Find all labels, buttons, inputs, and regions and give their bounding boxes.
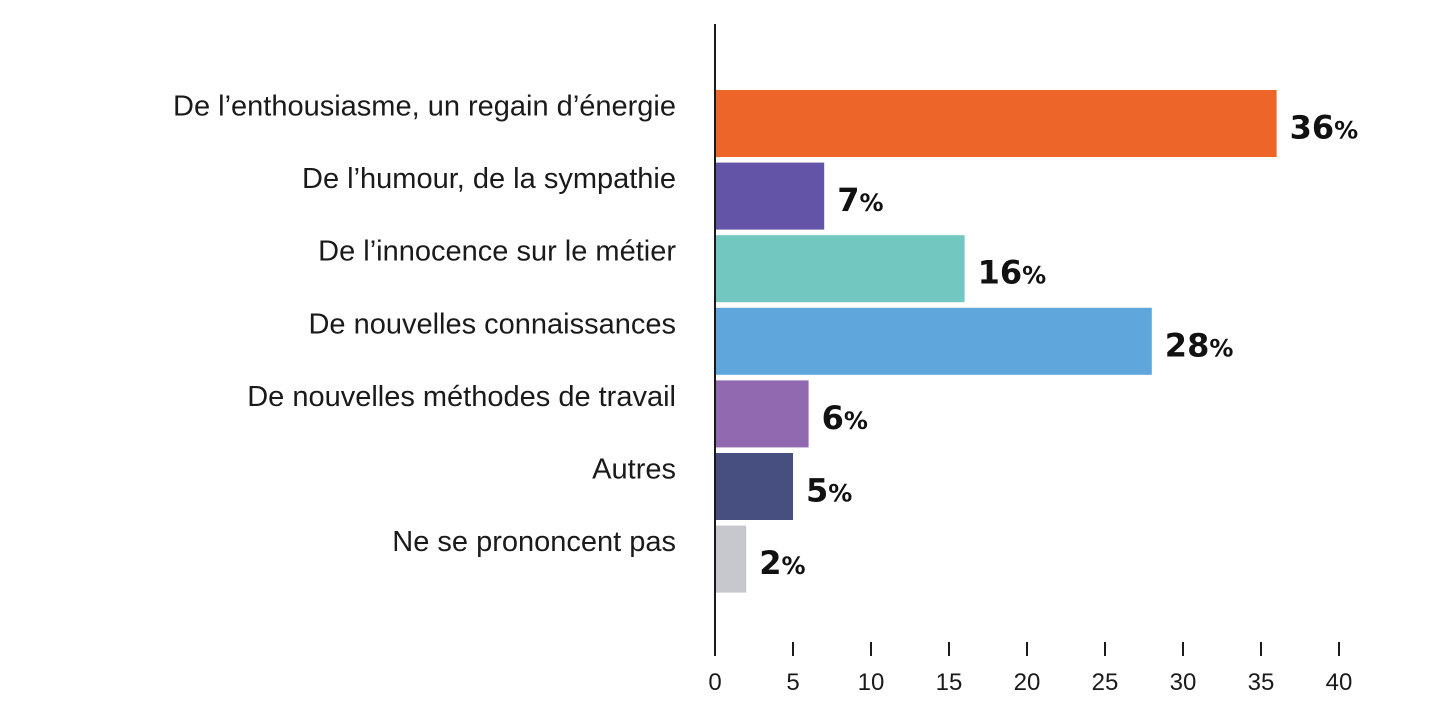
x-axis-ticks-layer: 0 5 10 15 20 25 30 35 40 [708,642,1352,696]
x-tick-label: 10 [858,669,885,696]
bars-layer [715,90,1277,593]
bar [715,162,825,230]
bar [715,307,1152,375]
bar [715,525,747,593]
x-tick-label: 25 [1092,669,1119,696]
category-label: Autres [592,454,676,486]
data-label-suffix: % [859,189,883,217]
data-label: 2% [759,544,805,582]
data-label-suffix: % [1209,334,1233,362]
data-label: 28% [1165,326,1234,364]
bar [715,235,965,303]
data-label: 5% [806,472,852,510]
data-label: 36% [1290,109,1359,147]
category-label: De nouvelles connaissances [308,308,676,340]
category-label: De nouvelles méthodes de travail [247,381,676,413]
x-tick-label: 30 [1170,669,1197,696]
data-label: 7% [837,181,883,219]
data-label: 16% [978,254,1047,292]
value-labels-layer: 36% 7% 16% 28% 6% 5%2% [759,109,1358,583]
x-tick-label: 15 [936,669,963,696]
category-label: De l’humour, de la sympathie [302,163,676,195]
x-tick-label: 5 [786,669,799,696]
data-label-suffix: % [1022,262,1046,290]
category-label: Ne se prononcent pas [392,526,676,558]
category-label: De l’innocence sur le métier [318,236,676,268]
data-label-suffix: % [828,480,852,508]
x-tick-label: 40 [1326,669,1353,696]
bar [715,380,809,448]
bar [715,90,1277,157]
x-tick-label: 20 [1014,669,1041,696]
category-labels-layer: De l’enthousiasme, un regain d’énergie De… [173,91,676,559]
data-label-suffix: % [1334,117,1358,145]
x-tick-label: 0 [708,669,721,696]
x-tick-label: 35 [1248,669,1275,696]
category-label: De l’enthousiasme, un regain d’énergie [173,91,676,123]
bar [715,453,793,520]
data-label-suffix: % [844,407,868,435]
data-label: 6% [822,399,868,437]
data-label-suffix: % [781,552,805,580]
